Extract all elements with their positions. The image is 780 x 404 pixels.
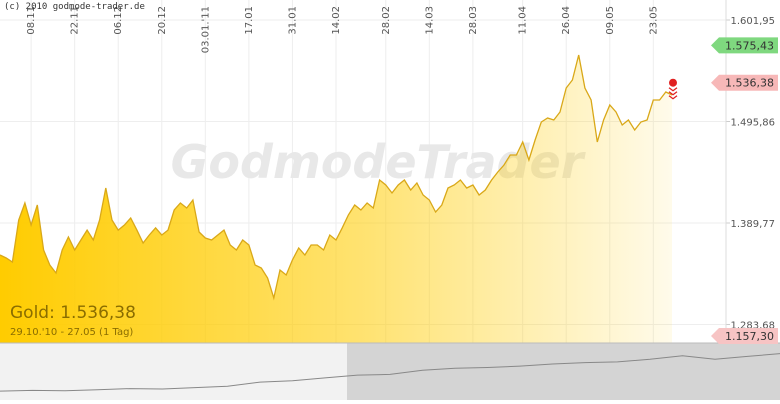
x-tick-label: 11.04 [518, 6, 529, 35]
x-tick-label: 03.01.'11 [200, 6, 211, 53]
y-tick-label: 1.601,95 [730, 16, 775, 27]
navigator-line [0, 353, 780, 392]
last-price-chevron [668, 95, 678, 100]
x-tick-label: 06.12 [113, 6, 124, 35]
x-tick-label: 26.04 [561, 6, 572, 35]
navigator-range[interactable] [0, 343, 347, 400]
y-tick-label: 1.495,86 [730, 117, 775, 128]
x-tick-label: 23.05 [648, 6, 659, 35]
area [0, 55, 672, 343]
y-tick-label: 1.389,77 [730, 219, 775, 230]
price-marker [711, 74, 778, 91]
x-tick-label: 31.01 [287, 6, 298, 35]
x-tick-label: 14.02 [331, 6, 342, 35]
price-marker-label: 1.157,30 [725, 330, 774, 343]
x-tick-label: 08.11 [26, 6, 37, 35]
navigator-shade [347, 343, 780, 400]
x-tick-label: 22.11 [70, 6, 81, 35]
x-tick-label: 09.05 [605, 6, 616, 35]
y-tick-label: 1.283,68 [730, 321, 775, 332]
x-tick-label: 28.02 [381, 6, 392, 35]
price-marker [711, 37, 778, 54]
last-price-dot [669, 78, 677, 87]
price-marker [711, 328, 778, 344]
last-price-chevron [668, 87, 678, 92]
copyright: (c) 2010 godmode-trader.de [4, 2, 145, 12]
price-marker-label: 1.575,43 [725, 39, 774, 52]
x-tick-label: 20.12 [157, 6, 168, 35]
line [0, 54, 673, 301]
x-tick-label: 28.03 [468, 6, 479, 35]
x-tick-label: 14.03 [424, 6, 435, 35]
price-marker-label: 1.536,38 [725, 77, 774, 90]
x-tick-label: 17.01 [244, 6, 255, 35]
legend-title: Gold: 1.536,38 [10, 303, 136, 323]
legend-subtitle: 29.10.'10 - 27.05 (1 Tag) [10, 327, 133, 338]
last-price-chevron [668, 91, 678, 96]
